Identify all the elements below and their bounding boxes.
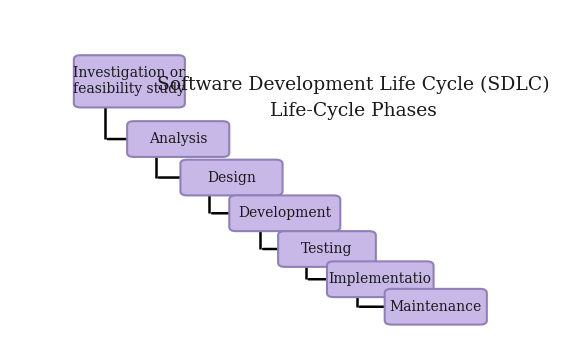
Text: Software Development Life Cycle (SDLC)
Life-Cycle Phases: Software Development Life Cycle (SDLC) L…: [158, 76, 550, 120]
FancyBboxPatch shape: [384, 289, 487, 325]
Text: Implementatio: Implementatio: [329, 272, 432, 286]
FancyBboxPatch shape: [127, 121, 229, 157]
FancyBboxPatch shape: [74, 55, 185, 107]
Text: Design: Design: [207, 171, 256, 185]
FancyBboxPatch shape: [229, 195, 340, 231]
Text: Investigation or
feasibility study: Investigation or feasibility study: [73, 66, 185, 96]
Text: Analysis: Analysis: [149, 132, 207, 146]
Text: Testing: Testing: [301, 242, 353, 256]
FancyBboxPatch shape: [327, 261, 434, 297]
FancyBboxPatch shape: [180, 160, 282, 195]
Text: Maintenance: Maintenance: [390, 300, 482, 314]
Text: Development: Development: [238, 206, 331, 220]
FancyBboxPatch shape: [278, 231, 376, 267]
